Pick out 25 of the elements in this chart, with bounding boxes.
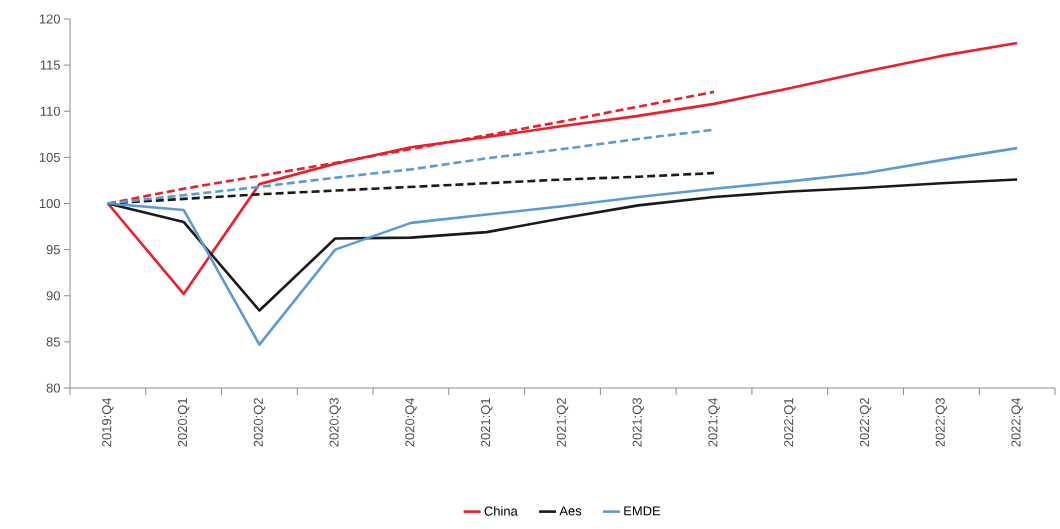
y-tick-label: 110 (40, 106, 60, 116)
x-tick-label: 2020:Q4 (405, 397, 417, 447)
y-tick-label: 100 (39, 198, 60, 209)
x-tick-label: 2021:Q3 (632, 398, 645, 447)
x-tick-label: 2022:Q2 (859, 398, 872, 447)
x-tick-label: 2021:Q4 (708, 397, 720, 447)
x-tick-label: 2022:Q3 (935, 398, 948, 447)
legend-label: EMDE (624, 506, 661, 516)
x-tick-label: 2021:Q2 (556, 398, 569, 447)
y-tick-label: 105 (39, 152, 60, 162)
y-tick-label: 95 (46, 245, 60, 255)
y-tick-label: 85 (46, 337, 60, 347)
x-tick-label: 2022:Q1 (784, 398, 796, 447)
x-tick-label: 2022:Q4 (1011, 397, 1023, 447)
legend-label: Aes (559, 506, 582, 516)
x-tick-label: 2020:Q1 (177, 398, 190, 447)
x-tick-label: 2021:Q1 (480, 398, 493, 447)
legend-label: China (484, 506, 518, 516)
y-tick-label: 80 (46, 383, 60, 393)
x-tick-label: 2019:Q4 (102, 397, 114, 447)
y-tick-label: 120 (39, 14, 60, 24)
y-tick-label: 115 (40, 60, 60, 70)
x-tick-label: 2020:Q3 (329, 398, 341, 447)
y-tick-label: 90 (46, 291, 60, 301)
x-tick-label: 2020:Q2 (253, 398, 266, 447)
